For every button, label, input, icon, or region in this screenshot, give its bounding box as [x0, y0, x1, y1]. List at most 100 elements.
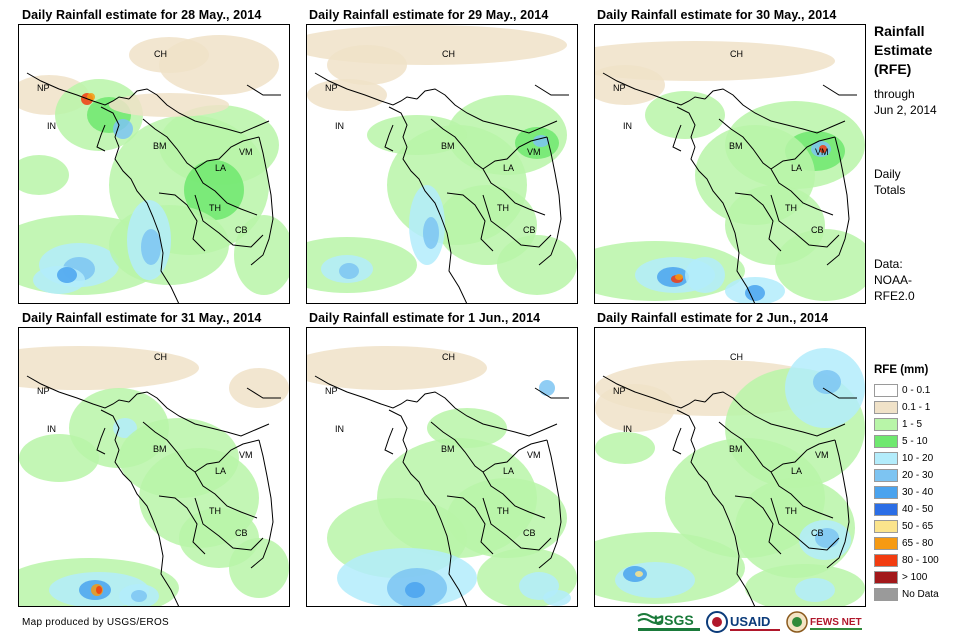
- rainfall-area: [795, 578, 835, 602]
- legend-item: 5 - 10: [874, 433, 939, 450]
- legend-swatch: [874, 401, 898, 414]
- rainfall-area: [131, 590, 147, 602]
- rainfall-area: [234, 215, 289, 295]
- country-label: VM: [815, 147, 829, 157]
- rainfall-area: [367, 115, 467, 155]
- border-line: [430, 421, 484, 473]
- country-label: IN: [335, 424, 344, 434]
- border-line: [538, 439, 562, 569]
- country-label: TH: [209, 506, 221, 516]
- legend-swatch: [874, 554, 898, 567]
- border-line: [822, 84, 857, 96]
- rainfall-area: [595, 384, 675, 432]
- rainfall-area: [539, 380, 555, 396]
- rainfall-area: [615, 562, 695, 598]
- rainfall-area: [129, 37, 209, 73]
- border-line: [246, 387, 281, 399]
- rainfall-map-5: CH NP IN BM LA VM TH CB: [306, 327, 578, 607]
- border-line: [314, 72, 418, 106]
- border-line: [100, 106, 120, 148]
- rainfall-area: [57, 267, 77, 283]
- legend-item: 0 - 0.1: [874, 382, 939, 399]
- border-line: [194, 194, 264, 248]
- legend-swatch: [874, 452, 898, 465]
- legend-label: 1 - 5: [902, 419, 923, 430]
- rainfall-area: [113, 119, 133, 139]
- border-line: [388, 106, 408, 148]
- legend-label: 0.1 - 1: [902, 402, 931, 413]
- map-drawing: CH NP IN BM LA VM TH CB: [19, 346, 289, 606]
- legend-swatch: [874, 435, 898, 448]
- legend-label: 65 - 80: [902, 538, 934, 549]
- border-line: [534, 387, 569, 399]
- rainfall-area: [595, 432, 655, 464]
- map-drawing: CH NP IN BM LA VM TH CB: [307, 346, 577, 606]
- legend-label: 40 - 50: [902, 504, 934, 515]
- border-line: [602, 72, 706, 106]
- border-line: [446, 495, 494, 555]
- border-line: [690, 449, 756, 606]
- border-line: [718, 118, 772, 170]
- border-line: [402, 449, 468, 606]
- country-label: BM: [441, 444, 455, 454]
- border-line: [194, 471, 258, 519]
- border-line: [534, 84, 569, 96]
- legend-item: > 100: [874, 569, 939, 586]
- border-line: [416, 391, 558, 437]
- legend-item: 30 - 40: [874, 484, 939, 501]
- panel-title-6: Daily Rainfall estimate for 2 Jun., 2014: [597, 311, 829, 325]
- country-label: CH: [154, 352, 167, 362]
- legend-swatch: [874, 537, 898, 550]
- border-line: [194, 439, 260, 473]
- border-line: [250, 136, 274, 266]
- legend-item: 0.1 - 1: [874, 399, 939, 416]
- country-label: NP: [325, 386, 338, 396]
- country-label: TH: [209, 203, 221, 213]
- border-line: [402, 146, 468, 303]
- country-label: CB: [235, 225, 248, 235]
- rainfall-area: [745, 285, 765, 301]
- through-label: through: [874, 87, 915, 101]
- rainfall-area: [595, 41, 835, 81]
- border-line: [194, 168, 258, 216]
- country-label: IN: [623, 424, 632, 434]
- fewsnet-logo-text: FEWS NET: [810, 617, 862, 628]
- country-label: BM: [729, 141, 743, 151]
- legend-swatch: [874, 469, 898, 482]
- country-label: VM: [239, 450, 253, 460]
- border-line: [770, 136, 836, 170]
- through-date: Jun 2, 2014: [874, 103, 937, 117]
- country-label: BM: [729, 444, 743, 454]
- border-line: [430, 118, 484, 170]
- legend-label: 5 - 10: [902, 436, 928, 447]
- daily-label: Daily: [874, 167, 901, 181]
- country-label: IN: [623, 121, 632, 131]
- country-label: VM: [239, 147, 253, 157]
- country-label: LA: [791, 466, 802, 476]
- data-source-line1: NOAA-: [874, 273, 913, 287]
- legend-swatch: [874, 418, 898, 431]
- country-label: NP: [37, 386, 50, 396]
- data-label: Data:: [874, 257, 903, 271]
- border-line: [114, 449, 180, 606]
- legend-label: 0 - 0.1: [902, 385, 931, 396]
- rainfall-map-1: CH NP IN BM LA VM TH CB: [18, 24, 290, 304]
- legend-title: RFE (mm): [874, 364, 929, 376]
- legend: 0 - 0.1 0.1 - 1 1 - 5 5 - 10 10 - 20 20 - 30 3…: [874, 382, 939, 603]
- legend-label: > 100: [902, 572, 928, 583]
- border-line: [718, 421, 772, 473]
- border-line: [142, 118, 196, 170]
- legend-swatch: [874, 571, 898, 584]
- country-label: TH: [785, 506, 797, 516]
- country-label: VM: [815, 450, 829, 460]
- rainfall-area: [19, 434, 99, 482]
- country-label: NP: [613, 386, 626, 396]
- legend-item: 40 - 50: [874, 501, 939, 518]
- legend-item: 80 - 100: [874, 552, 939, 569]
- totals-label: Totals: [874, 183, 906, 197]
- border-line: [770, 471, 834, 519]
- border-line: [158, 192, 206, 252]
- border-line: [128, 391, 270, 437]
- border-line: [704, 88, 846, 134]
- country-label: LA: [503, 163, 514, 173]
